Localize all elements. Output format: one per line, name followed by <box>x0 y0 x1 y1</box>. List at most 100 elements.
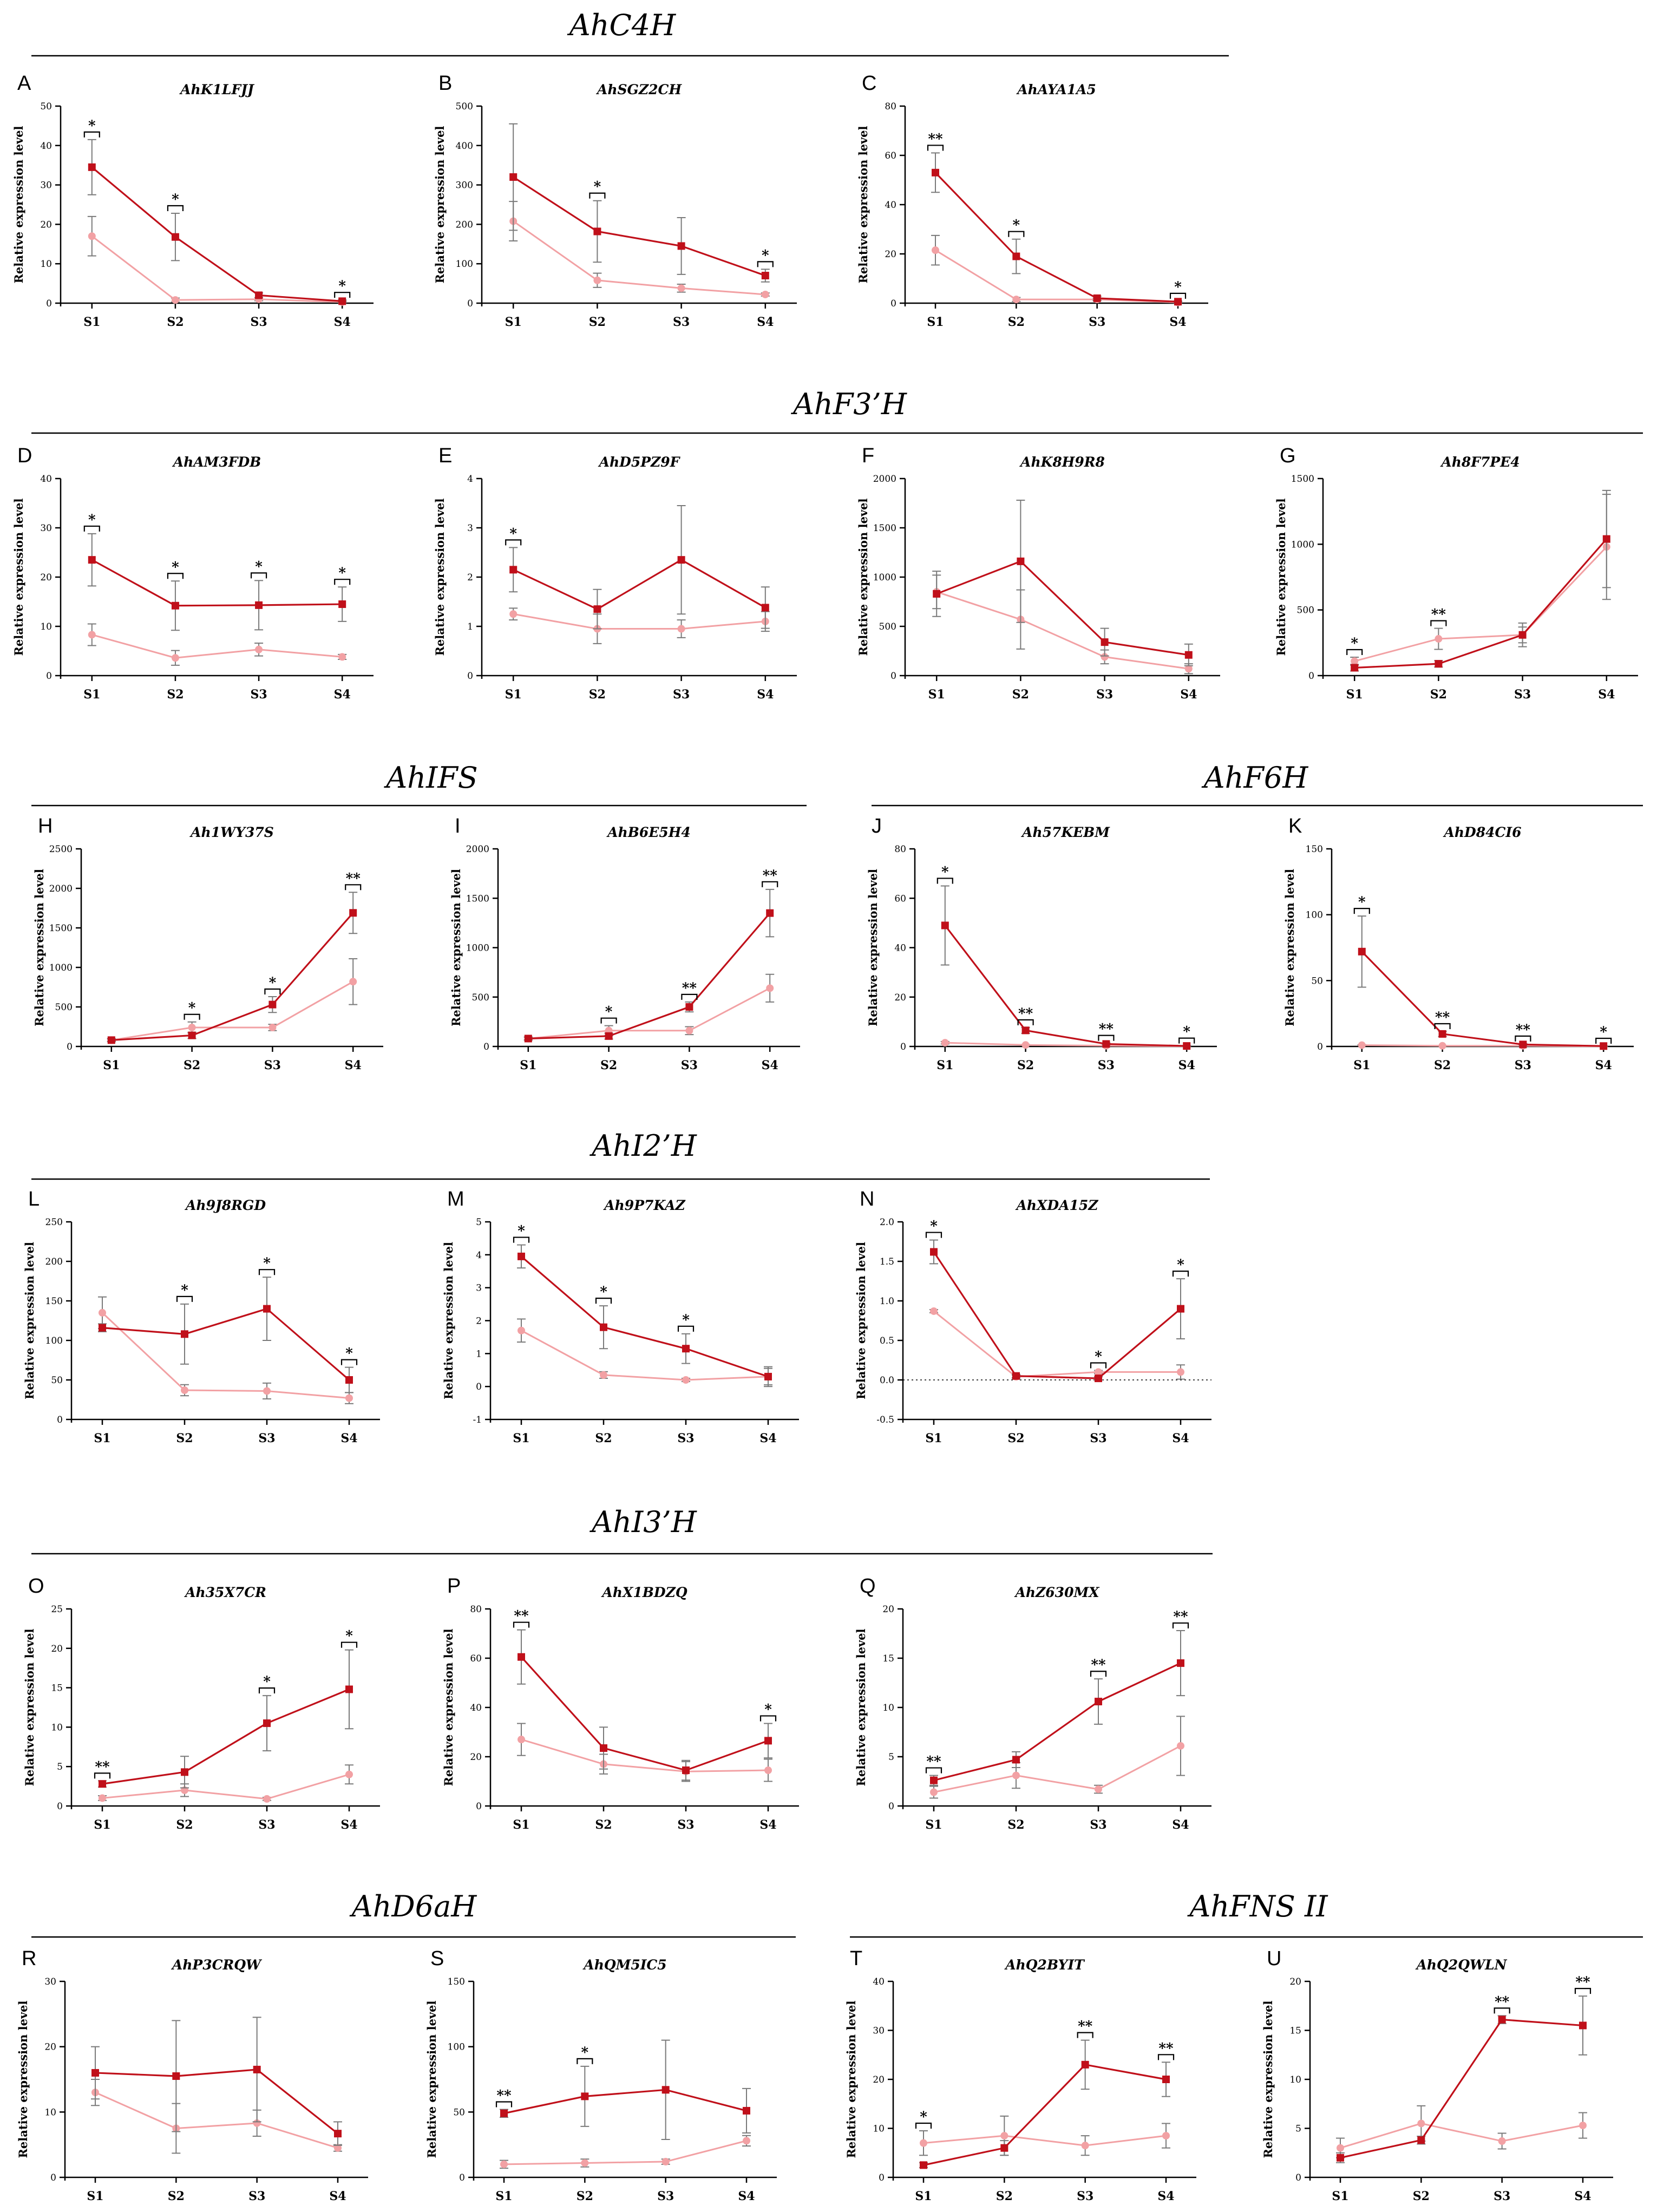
x-tick-label: S3 <box>1090 1818 1106 1832</box>
significance-bracket <box>94 1772 111 1779</box>
y-axis-label: Relative expression level <box>854 1242 868 1399</box>
significance-label: ** <box>1078 2019 1093 2035</box>
significance-marker: * <box>167 559 184 579</box>
y-tick-label: 0 <box>46 298 52 309</box>
y-tick-label: 5 <box>476 1217 482 1228</box>
y-tick-label: 250 <box>45 1217 63 1228</box>
significance-label: * <box>764 1702 772 1718</box>
significance-bracket <box>167 205 184 212</box>
data-point <box>171 296 179 304</box>
data-point <box>1012 1372 1020 1380</box>
data-point <box>1101 638 1109 646</box>
x-tick-label: S1 <box>925 1818 942 1832</box>
x-tick-label: S3 <box>1090 1431 1106 1445</box>
x-tick-label: S4 <box>1178 1058 1195 1072</box>
data-point <box>932 168 939 176</box>
panel-title: AhK8H9R8 <box>1019 454 1105 470</box>
significance-bracket <box>915 2122 932 2129</box>
series-line <box>936 591 1189 670</box>
panel-letter: U <box>1267 1947 1281 1970</box>
series-light <box>98 1764 353 1803</box>
significance-label: * <box>269 975 277 991</box>
significance-marker: ** <box>925 1754 942 1773</box>
data-point <box>1095 1375 1102 1383</box>
y-tick-label: 100 <box>448 2042 465 2053</box>
y-tick-label: 1500 <box>466 893 489 904</box>
significance-label: * <box>188 1000 196 1017</box>
group-title: AhC4H <box>567 8 676 42</box>
significance-label: * <box>1183 1024 1190 1040</box>
data-point <box>1095 1368 1102 1376</box>
y-tick-label: -0.5 <box>876 1415 894 1425</box>
x-tick-label: S3 <box>1494 2189 1510 2203</box>
data-point <box>99 1324 106 1332</box>
data-point <box>338 600 346 608</box>
data-point <box>933 590 941 598</box>
y-tick-label: 0 <box>1317 1042 1323 1052</box>
significance-label: * <box>255 559 263 575</box>
panel-letter: H <box>38 815 53 837</box>
series-dark <box>517 1244 772 1386</box>
significance-bracket <box>340 1359 358 1365</box>
significance-marker: ** <box>1098 1022 1115 1041</box>
significance-bracket <box>681 993 698 1000</box>
data-point <box>181 1330 188 1338</box>
data-point <box>345 1685 353 1693</box>
y-tick-label: 3 <box>476 1283 482 1294</box>
significance-bracket <box>513 1236 530 1243</box>
x-tick-label: S3 <box>258 1431 275 1445</box>
significance-marker: * <box>1595 1024 1612 1044</box>
data-point <box>1177 1742 1184 1750</box>
panel-letter: M <box>447 1188 464 1210</box>
y-tick-label: 15 <box>882 1653 894 1664</box>
significance-marker: * <box>577 2045 593 2064</box>
data-point <box>509 173 518 181</box>
y-axis-label: Relative expression level <box>449 869 463 1026</box>
significance-marker: ** <box>1434 1010 1451 1030</box>
panel-letter: Q <box>860 1575 876 1598</box>
significance-label: * <box>172 559 179 575</box>
series-dark <box>509 505 770 630</box>
significance-bracket <box>1169 292 1187 299</box>
y-tick-label: 5 <box>1295 2124 1301 2135</box>
significance-label: * <box>600 1284 607 1300</box>
data-point <box>345 1376 353 1384</box>
x-tick-label: S1 <box>928 688 945 702</box>
y-tick-label: 50 <box>51 1375 63 1386</box>
data-point <box>766 984 774 992</box>
series-dark <box>509 123 770 283</box>
panel-letter: F <box>862 444 874 467</box>
data-point <box>263 1387 271 1395</box>
y-tick-label: 15 <box>51 1683 63 1694</box>
x-tick-label: S4 <box>1169 315 1186 329</box>
series-light <box>98 1296 353 1404</box>
data-point <box>1021 1041 1030 1049</box>
y-tick-label: 0 <box>890 671 896 682</box>
data-point <box>338 297 346 305</box>
x-tick-label: S4 <box>1172 1431 1189 1445</box>
x-tick-label: S3 <box>258 1818 275 1832</box>
panel-letter: I <box>455 815 461 837</box>
group-header-f6h: AhF6H <box>872 761 1643 807</box>
data-point <box>524 1035 532 1043</box>
chart-panel-d: D AhAM3FDB 0 10 20 30 40 Relative expression le… <box>12 444 374 702</box>
x-tick-label: S4 <box>1172 1818 1189 1832</box>
x-tick-label: S2 <box>996 2189 1013 2203</box>
x-tick-label: S2 <box>595 1431 612 1445</box>
data-point <box>99 1794 106 1802</box>
significance-label: * <box>88 512 96 528</box>
data-point <box>600 1323 607 1331</box>
series-line <box>521 1330 769 1381</box>
data-point <box>761 290 769 298</box>
data-point <box>593 276 601 284</box>
panel-title: Ah9J8RGD <box>185 1197 266 1213</box>
significance-bracket <box>1098 1035 1115 1041</box>
series-line <box>935 249 1178 304</box>
series-line <box>91 634 343 659</box>
significance-bracket <box>345 884 362 891</box>
x-tick-label: S3 <box>673 688 690 702</box>
series-line <box>936 560 1189 656</box>
data-point <box>1600 1042 1608 1050</box>
significance-bracket <box>1434 1023 1451 1030</box>
x-tick-label: S3 <box>1089 315 1105 329</box>
